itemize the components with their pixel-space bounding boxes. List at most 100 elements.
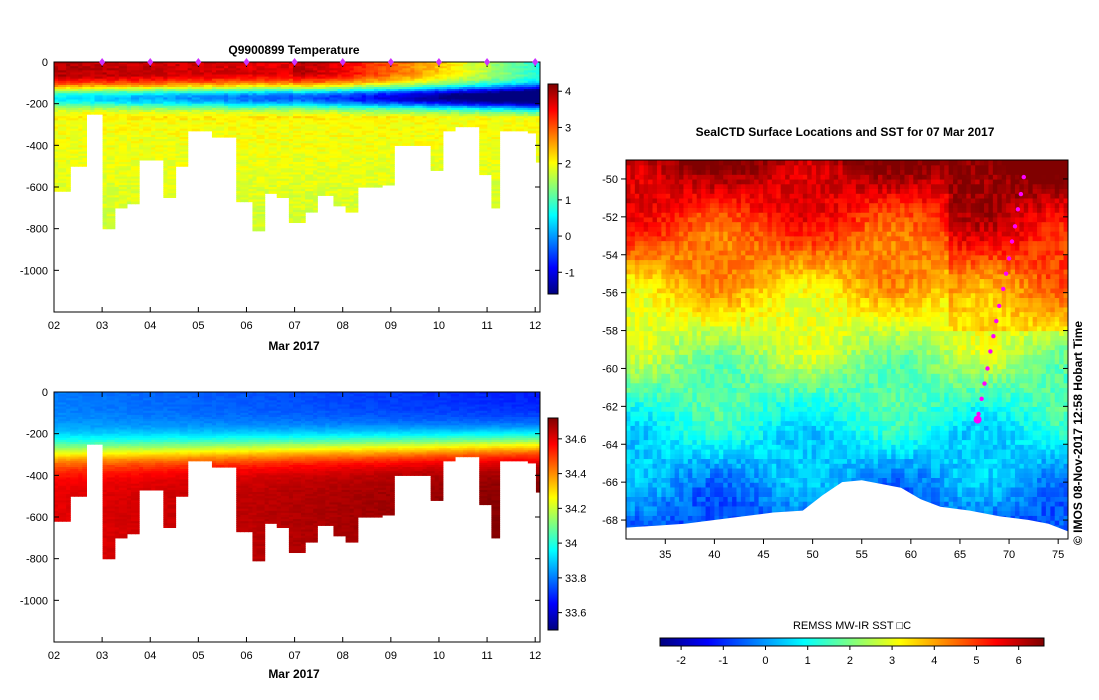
section-cell bbox=[135, 126, 140, 130]
section-cell bbox=[167, 170, 173, 174]
section-cell bbox=[70, 112, 75, 115]
section-cell bbox=[126, 137, 132, 140]
section-cell bbox=[220, 116, 225, 119]
section-cell bbox=[211, 68, 217, 71]
section-cell bbox=[321, 76, 326, 80]
section-cell bbox=[126, 141, 132, 144]
section-cell bbox=[240, 180, 245, 184]
section-cell bbox=[349, 62, 355, 65]
section-cell bbox=[325, 101, 330, 105]
section-cell bbox=[183, 143, 189, 146]
section-cell bbox=[62, 89, 67, 92]
section-cell bbox=[118, 184, 124, 188]
section-cell bbox=[102, 147, 108, 151]
section-cell bbox=[390, 139, 395, 142]
section-cell bbox=[280, 159, 286, 163]
section-cell bbox=[252, 107, 258, 111]
section-cell bbox=[122, 180, 128, 184]
section-cell bbox=[220, 66, 225, 69]
section-cell bbox=[98, 112, 104, 115]
section-cell bbox=[122, 80, 128, 84]
section-cell bbox=[365, 162, 371, 165]
section-cell bbox=[70, 149, 75, 153]
section-cell bbox=[256, 82, 262, 86]
section-cell bbox=[244, 87, 249, 90]
section-cell bbox=[382, 145, 387, 149]
section-cell bbox=[147, 93, 152, 96]
section-cell bbox=[313, 159, 318, 163]
section-cell bbox=[297, 216, 302, 219]
section-cell bbox=[337, 197, 343, 201]
section-cell bbox=[244, 195, 249, 199]
section-cell bbox=[126, 184, 132, 188]
section-cell bbox=[260, 141, 266, 144]
section-cell bbox=[361, 62, 367, 65]
section-cell bbox=[232, 64, 237, 67]
section-cell bbox=[240, 112, 245, 115]
section-cell bbox=[94, 107, 100, 111]
section-cell bbox=[187, 120, 193, 124]
section-cell bbox=[199, 62, 205, 65]
section-cell bbox=[126, 103, 132, 107]
section-cell bbox=[130, 197, 136, 201]
section-cell bbox=[74, 78, 79, 82]
section-cell bbox=[321, 170, 326, 174]
section-cell bbox=[228, 103, 233, 107]
section-cell bbox=[240, 170, 245, 174]
section-cell bbox=[248, 128, 254, 132]
section-cell bbox=[272, 105, 278, 109]
section-cell bbox=[329, 122, 335, 126]
section-cell bbox=[110, 151, 116, 155]
section-cell bbox=[309, 97, 314, 101]
section-cell bbox=[301, 66, 306, 69]
section-cell bbox=[236, 139, 241, 142]
section-cell bbox=[329, 191, 335, 194]
section-cell bbox=[179, 157, 185, 161]
section-cell bbox=[171, 189, 177, 192]
section-cell bbox=[171, 130, 177, 134]
section-cell bbox=[301, 220, 306, 224]
section-cell bbox=[353, 82, 359, 86]
section-cell bbox=[313, 105, 318, 109]
section-cell bbox=[211, 80, 217, 84]
section-cell bbox=[191, 112, 197, 115]
section-cell bbox=[288, 201, 294, 205]
section-cell bbox=[329, 187, 335, 190]
section-cell bbox=[66, 93, 71, 96]
section-cell bbox=[309, 68, 314, 71]
section-cell bbox=[179, 122, 185, 126]
section-cell bbox=[110, 66, 116, 69]
section-cell bbox=[276, 189, 282, 192]
section-cell bbox=[211, 91, 217, 94]
section-cell bbox=[74, 141, 79, 144]
section-cell bbox=[272, 87, 278, 90]
section-cell bbox=[309, 143, 314, 146]
section-cell bbox=[386, 128, 391, 132]
section-cell bbox=[390, 134, 395, 138]
section-cell bbox=[276, 187, 282, 190]
section-cell bbox=[110, 212, 116, 215]
section-cell bbox=[135, 72, 140, 76]
section-cell bbox=[110, 203, 116, 207]
section-cell bbox=[74, 76, 79, 80]
section-cell bbox=[135, 120, 140, 124]
section-cell bbox=[321, 147, 326, 151]
section-cell bbox=[272, 162, 278, 165]
section-cell bbox=[301, 72, 306, 76]
section-cell bbox=[54, 153, 59, 157]
section-cell bbox=[167, 153, 173, 157]
section-cell bbox=[244, 159, 249, 163]
section-cell bbox=[175, 114, 181, 117]
section-cell bbox=[248, 87, 254, 90]
section-cell bbox=[167, 195, 173, 199]
section-cell bbox=[102, 201, 108, 205]
section-cell bbox=[337, 64, 343, 67]
section-cell bbox=[203, 80, 209, 84]
section-cell bbox=[220, 74, 225, 78]
section-cell bbox=[317, 89, 322, 92]
section-cell bbox=[252, 84, 258, 88]
section-cell bbox=[155, 112, 160, 115]
section-cell bbox=[321, 124, 326, 128]
section-cell bbox=[199, 78, 205, 82]
section-cell bbox=[284, 137, 290, 140]
